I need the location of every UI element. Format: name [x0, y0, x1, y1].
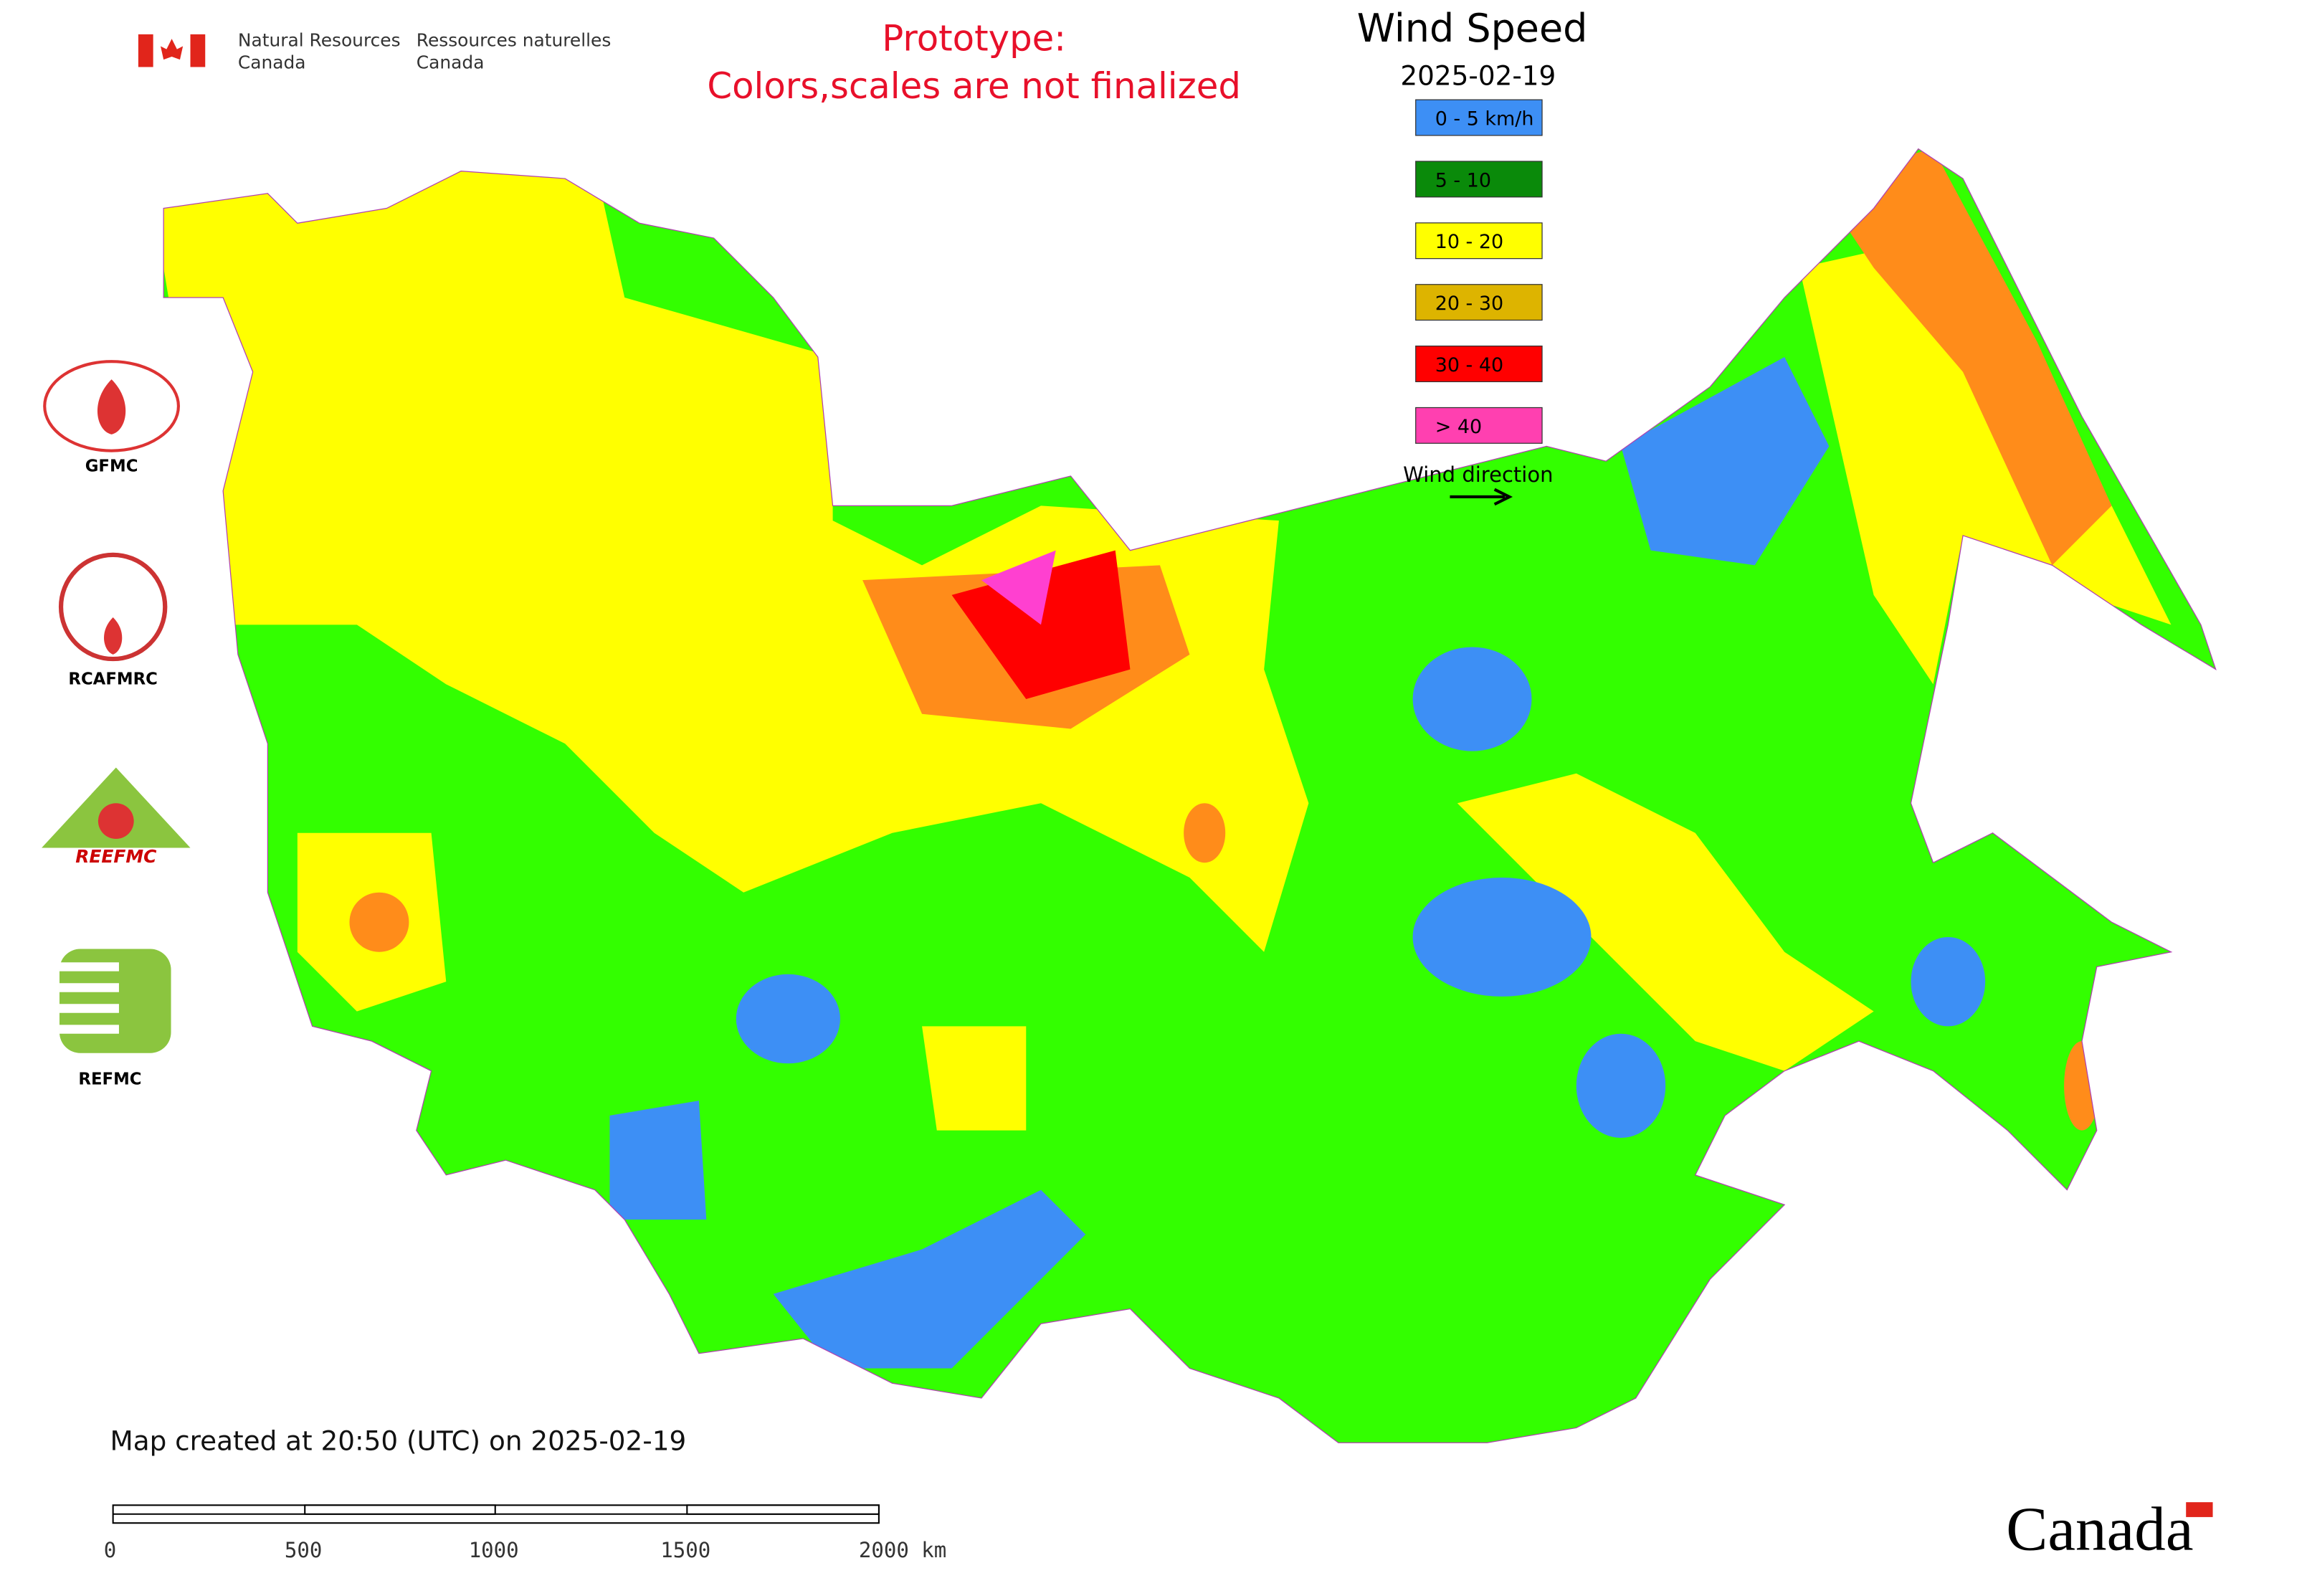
legend-date: 2025-02-19 [1400, 60, 1556, 91]
map-note: Map created at 20:50 (UTC) on 2025-02-19 [110, 1425, 686, 1457]
legend: Wind Speed 2025-02-19 Wind direction 0 -… [1357, 6, 1588, 506]
legend-label: 5 - 10 [1435, 169, 1491, 191]
department-fr: Canada [417, 52, 485, 73]
legend-swatch [1415, 346, 1543, 383]
scale-label: 1000 [469, 1538, 519, 1562]
scale-label: 1500 [660, 1538, 710, 1562]
legend-swatch [1415, 407, 1543, 444]
scale-label: 0 [104, 1538, 116, 1562]
scale-bar: 0 500 1000 1500 2000 km [104, 1504, 946, 1562]
notice: Prototype: [882, 18, 1066, 60]
legend-swatch [1415, 99, 1543, 136]
scale-label: 2000 km [859, 1538, 946, 1562]
legend-label: 30 - 40 [1435, 354, 1503, 376]
wind-arrow [1450, 488, 1513, 506]
department-en: Canada [238, 52, 306, 73]
legend-swatch [1415, 161, 1543, 198]
department-fr: Ressources naturelles [417, 29, 612, 50]
department-en: Natural Resources [238, 29, 401, 50]
legend-label: 0 - 5 km/h [1435, 108, 1534, 130]
wind-direction-label: Wind direction [1403, 462, 1553, 487]
map [163, 148, 2217, 1444]
logo-label: REFMC [78, 1070, 141, 1088]
legend-label: > 40 [1435, 416, 1482, 438]
scale-label: 500 [285, 1538, 322, 1562]
nrcan-signature: Natural Resources Canada Ressources natu… [138, 29, 612, 73]
logo-label: GFMC [85, 457, 138, 476]
logo-label: REEFMC [75, 846, 157, 867]
legend-title: Wind Speed [1357, 6, 1588, 51]
legend-label: 20 - 30 [1435, 293, 1503, 315]
legend-label: 10 - 20 [1435, 231, 1503, 253]
legend-swatch [1415, 284, 1543, 321]
legend-swatch [1415, 222, 1543, 260]
logo-label: RCAFMRC [68, 670, 157, 688]
logos: GFMC RCAFMRC REEFMC REFMC [42, 360, 191, 1088]
canada-wordmark: Canada [2006, 1494, 2193, 1564]
notice: Colors,scales are not finalized [707, 65, 1241, 107]
